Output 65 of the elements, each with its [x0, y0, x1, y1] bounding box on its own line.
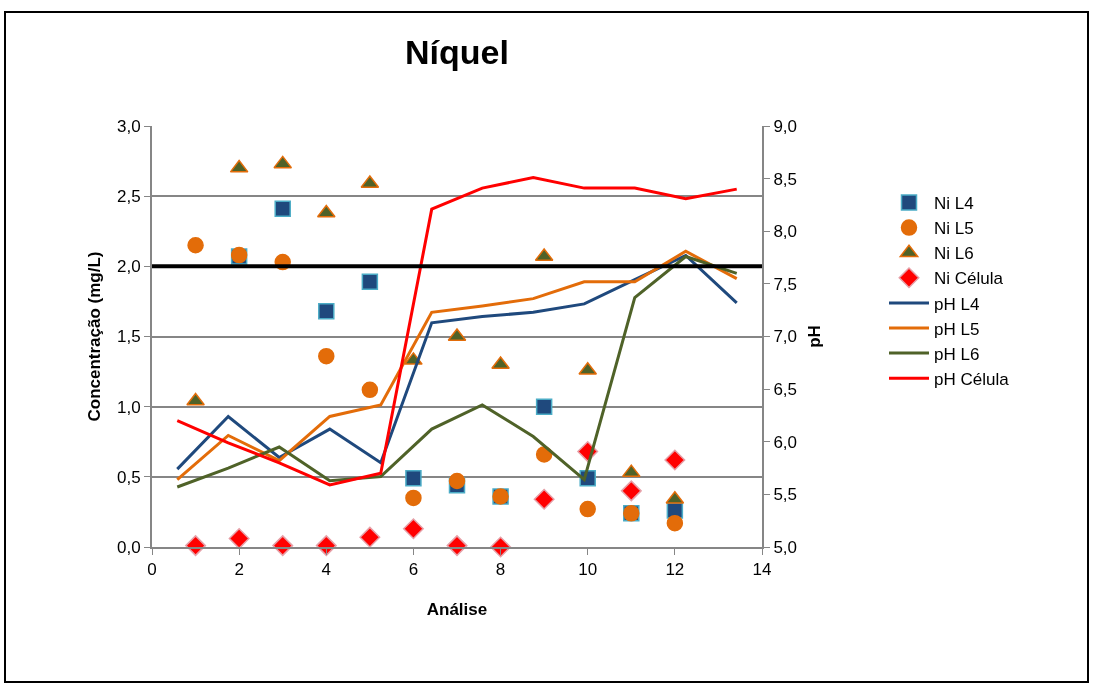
y2-tick-label: 8,5 — [773, 169, 798, 189]
point — [361, 273, 379, 291]
point — [621, 464, 641, 478]
point — [491, 356, 510, 370]
legend-label: Ni L5 — [934, 219, 974, 239]
y-tick-label: 3,0 — [116, 116, 141, 136]
y2-tick-label: 7,0 — [773, 327, 798, 347]
legend-label: Ni Célula — [934, 269, 1004, 289]
point — [359, 526, 381, 548]
legend-label: pH L5 — [934, 319, 980, 339]
point — [318, 302, 335, 320]
point — [448, 472, 466, 490]
point — [316, 204, 336, 218]
y2-tick-label: 8,0 — [773, 222, 798, 242]
point — [405, 489, 422, 507]
point — [318, 347, 335, 365]
x-tick-label: 8 — [495, 560, 506, 580]
point — [620, 480, 642, 502]
point — [187, 237, 204, 254]
point — [273, 155, 293, 169]
point — [534, 248, 554, 262]
x-axis-title: Análise — [426, 600, 488, 620]
y-tick-label: 2,5 — [116, 187, 141, 207]
legend-label: pH L6 — [934, 344, 980, 364]
x-tick-label: 4 — [321, 560, 332, 580]
point — [405, 469, 422, 487]
point — [664, 449, 686, 471]
x-tick-label: 2 — [234, 560, 244, 580]
point — [360, 175, 380, 189]
legend-label: Ni L4 — [934, 194, 974, 214]
y2-tick-label: 9,0 — [773, 116, 798, 136]
y-tick-label: 2,0 — [116, 257, 141, 277]
x-tick-label: 14 — [752, 560, 772, 580]
legend-label: Ni L6 — [934, 244, 974, 264]
point — [228, 528, 250, 550]
x-tick-label: 0 — [147, 560, 157, 580]
point — [402, 518, 424, 540]
legend-label: pH L4 — [934, 294, 980, 314]
line-series — [175, 176, 739, 487]
x-tick-label: 12 — [665, 560, 685, 580]
point — [446, 535, 468, 557]
y-tick-label: 1,0 — [116, 397, 141, 417]
y-tick-label: 0,0 — [116, 537, 141, 557]
point — [361, 381, 379, 399]
legend-label: pH Célula — [934, 369, 1010, 389]
y-tick-label: 1,5 — [116, 327, 141, 347]
point — [533, 488, 555, 510]
point — [274, 200, 291, 218]
point — [229, 159, 249, 173]
point — [666, 514, 684, 532]
y2-tick-label: 6,0 — [773, 432, 798, 452]
y2-tick-label: 5,5 — [773, 485, 798, 505]
y2-tick-label: 6,5 — [773, 380, 798, 400]
y2-tick-label: 7,5 — [773, 274, 798, 294]
point — [578, 361, 598, 375]
x-tick-label: 6 — [408, 560, 419, 580]
y2-axis-title: pH — [804, 325, 824, 348]
chart-title: Níquel — [405, 32, 509, 71]
point — [186, 392, 205, 406]
y-axis-title: Concentração (mg/L) — [85, 251, 105, 422]
x-tick-label: 10 — [578, 560, 598, 580]
point — [579, 500, 596, 518]
y2-tick-label: 5,0 — [773, 537, 798, 557]
y-tick-label: 0,5 — [116, 467, 141, 487]
point — [535, 398, 553, 415]
